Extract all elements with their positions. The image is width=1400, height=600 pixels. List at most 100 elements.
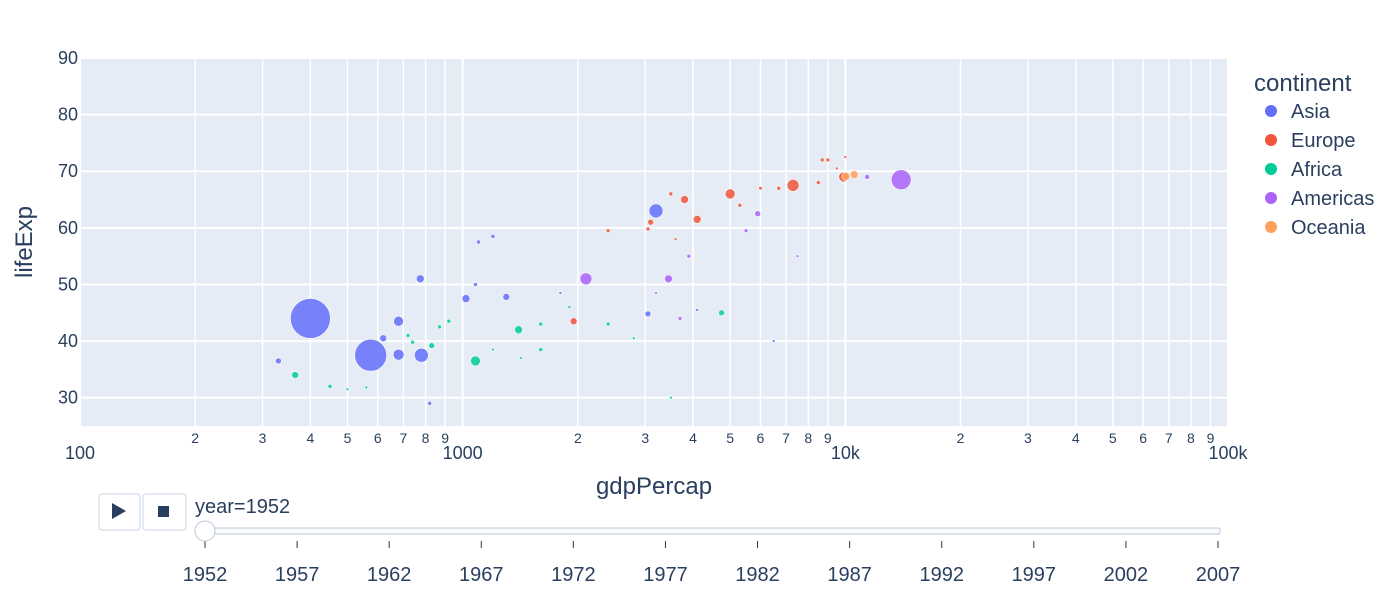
marker-asia (414, 347, 429, 363)
x-minor-tick-label: 4 (689, 430, 697, 446)
x-minor-tick-label: 9 (1207, 430, 1215, 446)
marker-europe (758, 186, 763, 191)
legend-item-africa[interactable]: Africa (1265, 159, 1343, 181)
slider-step-label[interactable]: 1987 (827, 564, 872, 586)
marker-africa (446, 318, 452, 324)
marker-americas (754, 210, 761, 217)
marker-africa (631, 336, 636, 341)
x-minor-tick-label: 8 (1187, 430, 1195, 446)
marker-asia (490, 234, 496, 239)
x-minor-tick-label: 2 (957, 430, 965, 446)
marker-asia (275, 357, 282, 365)
y-tick-label: 70 (58, 161, 78, 181)
x-minor-tick-label: 7 (399, 430, 407, 446)
slider-handle[interactable] (194, 520, 216, 542)
marker-africa (567, 305, 572, 309)
y-tick-label: 50 (58, 274, 78, 294)
slider-step-label[interactable]: 1957 (275, 564, 320, 586)
y-tick-label: 80 (58, 105, 78, 125)
x-minor-tick-label: 3 (1024, 430, 1032, 446)
legend-marker (1265, 163, 1277, 175)
marker-africa (327, 384, 333, 389)
marker-africa (605, 321, 611, 327)
marker-oceania (849, 170, 859, 179)
plot-background (80, 58, 1228, 426)
legend-marker (1265, 105, 1277, 117)
x-minor-tick-label: 9 (824, 430, 832, 446)
marker-americas (743, 228, 749, 233)
marker-americas (664, 274, 673, 284)
marker-africa (491, 347, 495, 352)
marker-africa (405, 333, 411, 338)
marker-americas (864, 174, 870, 180)
legend-label: Africa (1291, 159, 1343, 181)
marker-asia (771, 339, 776, 343)
marker-asia (290, 298, 331, 339)
legend-label: Asia (1291, 101, 1331, 123)
marker-africa (291, 371, 299, 379)
slider-step-label[interactable]: 1997 (1012, 564, 1057, 586)
legend-label: Oceania (1291, 217, 1366, 239)
x-minor-tick-label: 5 (726, 430, 734, 446)
x-minor-tick-label: 5 (1109, 430, 1117, 446)
x-minor-tick-label: 4 (306, 430, 314, 446)
grid-lines (79, 57, 1229, 426)
y-tick-label: 40 (58, 331, 78, 351)
marker-asia (502, 293, 511, 301)
marker-europe (680, 195, 689, 204)
x-minor-tick-label: 4 (1072, 430, 1080, 446)
marker-europe (843, 155, 848, 159)
marker-africa (669, 395, 673, 400)
stop-button[interactable] (142, 493, 187, 531)
slider-step-label[interactable]: 2007 (1196, 564, 1241, 586)
marker-asia (461, 294, 471, 303)
legend-item-asia[interactable]: Asia (1265, 101, 1331, 123)
marker-americas (686, 253, 692, 259)
marker-europe (737, 202, 743, 208)
marker-europe (673, 237, 678, 241)
slider-rail[interactable] (204, 527, 1221, 535)
marker-africa (538, 347, 544, 352)
x-minor-tick-label: 2 (191, 430, 199, 446)
slider-step-label[interactable]: 1977 (643, 564, 688, 586)
marker-europe (835, 166, 839, 171)
marker-europe (724, 188, 736, 200)
play-button[interactable] (98, 493, 141, 531)
slider-step-label[interactable]: 1972 (551, 564, 596, 586)
slider-steps: 1952 1957 1962 1967 1972 1977 1982 1987 1992 1997… (183, 541, 1241, 586)
marker-europe (645, 226, 651, 232)
legend-item-oceania[interactable]: Oceania (1265, 217, 1366, 239)
slider-step-label[interactable]: 1962 (367, 564, 412, 586)
marker-asia (393, 315, 404, 327)
x-axis-title: gdpPercap (596, 473, 712, 500)
marker-europe (786, 179, 800, 192)
x-minor-tick-label: 3 (259, 430, 267, 446)
y-axis-title: lifeExp (11, 206, 38, 278)
marker-europe (647, 218, 654, 226)
marker-asia (354, 338, 387, 372)
x-minor-tick-label: 3 (641, 430, 649, 446)
marker-africa (364, 385, 369, 390)
stop-icon (158, 506, 169, 517)
marker-asia (416, 274, 425, 284)
legend-item-americas[interactable]: Americas (1265, 188, 1374, 210)
marker-africa (428, 342, 436, 349)
marker-africa (437, 324, 442, 330)
slider-step-label[interactable]: 1952 (183, 564, 228, 586)
x-minor-tick-label: 8 (422, 430, 430, 446)
slider-step-label[interactable]: 1992 (919, 564, 964, 586)
legend-label: Europe (1291, 130, 1356, 152)
x-minor-tick-label: 6 (757, 430, 765, 446)
legend-item-europe[interactable]: Europe (1265, 130, 1356, 152)
slider-step-label[interactable]: 1967 (459, 564, 504, 586)
marker-oceania (841, 172, 851, 181)
play-icon (112, 503, 126, 519)
marker-europe (605, 228, 611, 233)
slider-step-label[interactable]: 2002 (1104, 564, 1149, 586)
y-axis-ticks: 30 40 50 60 70 80 90 (58, 48, 78, 408)
x-minor-tick-label: 8 (804, 430, 812, 446)
marker-asia (695, 308, 699, 312)
slider-step-label[interactable]: 1982 (735, 564, 780, 586)
marker-africa (345, 387, 350, 392)
marker-asia (476, 239, 481, 245)
